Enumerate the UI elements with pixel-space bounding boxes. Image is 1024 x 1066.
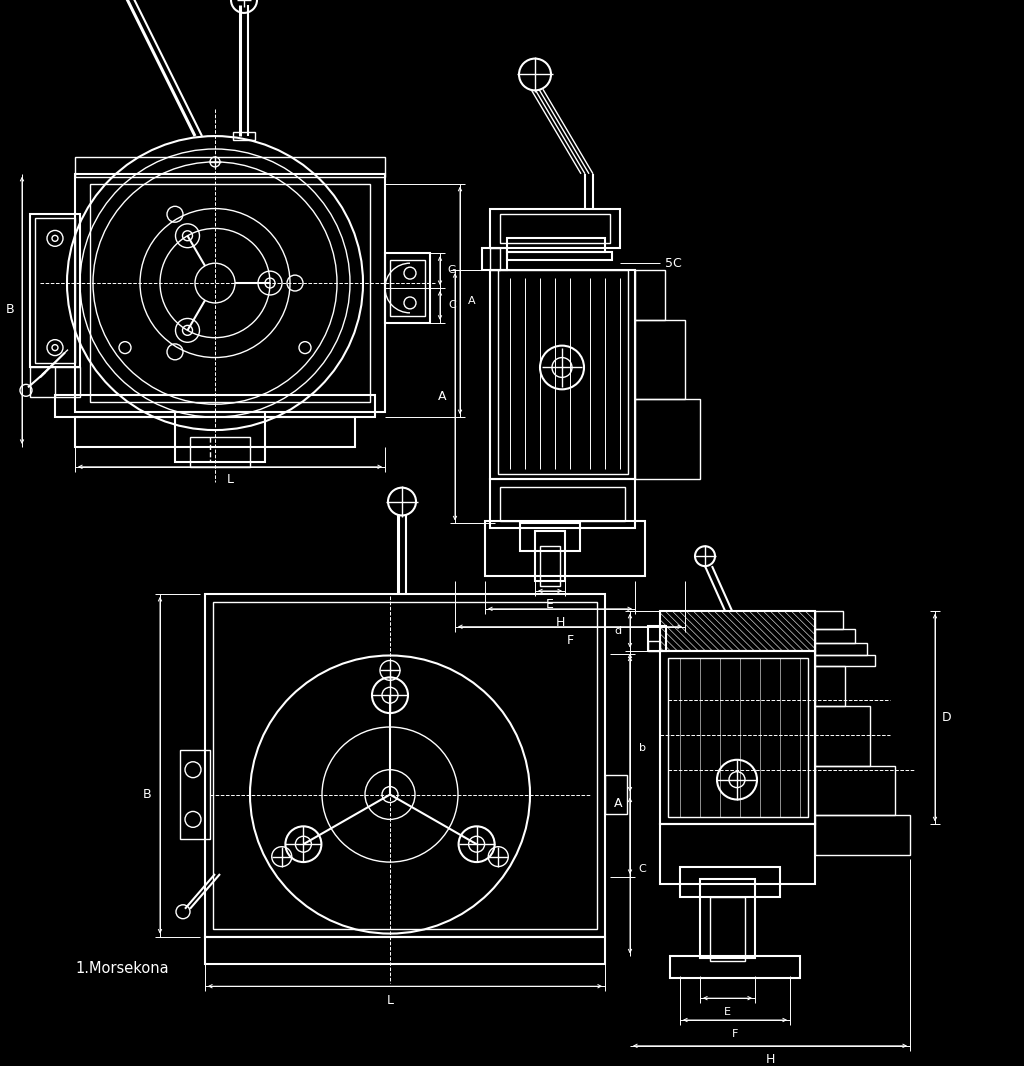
Bar xyxy=(660,650,815,824)
Bar xyxy=(670,956,800,979)
Bar xyxy=(815,655,874,666)
Bar xyxy=(660,611,815,650)
Text: L: L xyxy=(386,994,393,1006)
Bar xyxy=(490,248,500,270)
Bar xyxy=(700,879,755,958)
Bar xyxy=(500,487,625,521)
Bar xyxy=(680,867,780,897)
Text: H: H xyxy=(765,1053,775,1066)
Text: L: L xyxy=(226,473,233,486)
Text: C: C xyxy=(638,865,646,874)
Bar xyxy=(815,611,843,629)
Bar xyxy=(75,157,385,177)
Bar xyxy=(75,174,385,413)
Bar xyxy=(75,417,355,447)
Bar xyxy=(815,815,910,855)
Bar xyxy=(490,209,620,248)
Text: 1.Morsekona: 1.Morsekona xyxy=(75,960,169,975)
Bar xyxy=(213,602,597,928)
Text: d: d xyxy=(614,626,622,635)
Text: F: F xyxy=(732,1029,738,1039)
Text: D: D xyxy=(942,711,952,724)
Text: E: E xyxy=(546,598,554,611)
Bar xyxy=(815,643,867,655)
Bar xyxy=(507,253,612,260)
Bar xyxy=(30,213,80,368)
Bar xyxy=(498,270,628,473)
Text: G: G xyxy=(447,265,457,275)
Bar xyxy=(205,594,605,937)
Bar xyxy=(490,479,635,529)
Bar xyxy=(482,248,507,270)
Text: C: C xyxy=(449,300,456,310)
Text: B: B xyxy=(142,788,152,801)
Text: A: A xyxy=(437,390,446,403)
Bar xyxy=(500,213,610,243)
Bar xyxy=(710,897,745,962)
Bar xyxy=(535,531,565,581)
Text: H: H xyxy=(555,616,564,629)
Bar xyxy=(540,546,560,586)
Bar xyxy=(635,270,665,320)
Bar xyxy=(180,749,210,839)
Bar xyxy=(605,775,627,814)
Text: A: A xyxy=(613,797,623,810)
Bar xyxy=(815,629,855,643)
Bar xyxy=(35,219,75,362)
Bar xyxy=(507,239,605,253)
Bar xyxy=(190,437,250,467)
Bar xyxy=(648,626,666,650)
Bar xyxy=(385,254,430,323)
Bar xyxy=(485,521,645,576)
Text: E: E xyxy=(724,1007,730,1017)
Text: 5C: 5C xyxy=(665,257,682,270)
Bar xyxy=(668,659,808,818)
Bar xyxy=(815,765,895,815)
Bar xyxy=(233,132,255,140)
Text: b: b xyxy=(639,743,645,753)
Bar xyxy=(30,368,80,398)
Bar xyxy=(635,320,685,400)
Bar xyxy=(55,395,375,417)
Text: F: F xyxy=(566,634,573,647)
Bar xyxy=(815,706,870,765)
Bar xyxy=(635,400,700,479)
Bar xyxy=(648,641,660,650)
Bar xyxy=(490,270,635,479)
Text: B: B xyxy=(6,304,14,317)
Bar xyxy=(390,260,425,316)
Text: A: A xyxy=(468,296,476,306)
Bar xyxy=(815,666,845,706)
Bar xyxy=(90,183,370,402)
Bar xyxy=(660,824,815,884)
Bar xyxy=(520,523,580,551)
Bar xyxy=(205,937,605,965)
Bar xyxy=(175,413,265,462)
